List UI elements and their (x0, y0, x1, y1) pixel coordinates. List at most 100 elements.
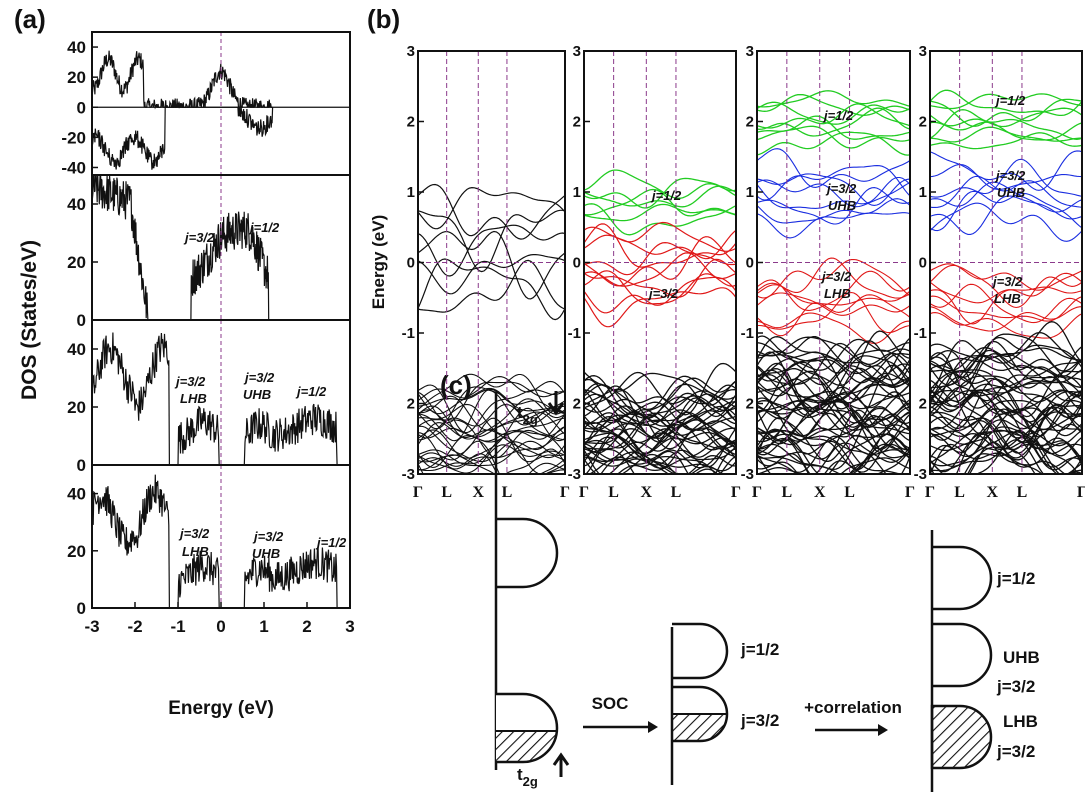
band-j12 (757, 107, 910, 137)
band-low (930, 352, 1082, 409)
band-j12 (584, 169, 736, 199)
y-tick-label: 20 (67, 398, 86, 417)
uhb-j-label: j=3/2 (996, 677, 1035, 696)
soc-label: SOC (592, 694, 629, 713)
band-low (584, 388, 736, 419)
spin-down-arrow (547, 391, 565, 416)
band-j12 (757, 115, 910, 140)
band-low (757, 367, 910, 415)
band-low (584, 375, 736, 416)
band-low (757, 414, 910, 470)
band-lines (584, 169, 736, 474)
k-point-label: Γ (905, 484, 915, 501)
k-point-label: Γ (925, 484, 935, 501)
band-j12 (930, 98, 1082, 127)
y-tick-label: 1 (919, 184, 927, 201)
band-lhb (757, 257, 910, 299)
band-low (930, 321, 1082, 367)
band-low (584, 415, 736, 463)
lhb-label: LHB (1003, 712, 1038, 731)
y-tick-label: 2 (919, 396, 927, 413)
y-tick-label: -1 (914, 325, 927, 342)
band-low (584, 436, 736, 472)
j32-label-soc: j=3/2 (740, 711, 779, 730)
dos-annotation: j=3/2 (252, 529, 284, 544)
band-low (584, 378, 736, 427)
band-j12 (584, 185, 736, 208)
x-tick-label: 1 (259, 617, 268, 636)
band-low (930, 431, 1082, 471)
band-low (930, 336, 1082, 387)
bands-annotation: j=1/2 (994, 93, 1026, 108)
band-low (968, 441, 1066, 474)
y-tick-label: -40 (61, 158, 86, 177)
y-tick-label: 2 (573, 114, 581, 131)
band-low (584, 432, 736, 469)
y-tick-label: -3 (741, 466, 754, 483)
dos-curves (92, 474, 350, 608)
dos-curves (92, 175, 273, 320)
band-low (418, 373, 565, 415)
dos-annotation: j=3/2 (183, 230, 215, 245)
band-low (757, 351, 910, 401)
y-tick-label: 1 (746, 184, 754, 201)
band-low (418, 453, 565, 474)
band-uhb (757, 198, 910, 224)
bands-annotation: UHB (997, 185, 1025, 200)
dos-line-spin-down (92, 106, 274, 170)
band-low (584, 427, 736, 455)
j12-label-soc: j=1/2 (740, 640, 779, 659)
band-low (930, 344, 1082, 386)
dos-annotation: j=3/2 (174, 374, 206, 389)
y-tick-label: 40 (67, 38, 86, 57)
dos-annotation: UHB (252, 546, 280, 561)
band-j12 (930, 107, 1082, 128)
band-lhb (757, 291, 910, 334)
x-tick-label: 0 (216, 617, 225, 636)
y-tick-label: 20 (67, 253, 86, 272)
band-low (418, 389, 565, 426)
band-lines (930, 89, 1082, 474)
band-lhb (757, 258, 910, 299)
band-uhb (930, 175, 1082, 208)
band-low (930, 376, 1082, 415)
band-t2g (418, 254, 565, 295)
bands-annotation: j=1/2 (650, 188, 682, 203)
y-tick-label: 0 (573, 255, 581, 272)
dos-curves (92, 50, 274, 170)
band-low (757, 349, 910, 386)
band-low (584, 437, 736, 474)
dos-annotation: j=1/2 (295, 384, 327, 399)
panel-c-schematic: t2g t2g SOC j=1/2 j=3/2 +correlation j=1… (494, 391, 1040, 792)
j12-band-corr (932, 545, 993, 611)
k-point-label: Γ (413, 484, 423, 501)
t2g-down-label: t2g (517, 403, 538, 427)
t2g-down-band (496, 517, 559, 589)
lhb-band (930, 704, 993, 770)
y-tick-label: -1 (402, 325, 415, 342)
dos-xlabel: Energy (eV) (168, 698, 274, 719)
band-low (584, 385, 736, 438)
band-j12 (930, 126, 1082, 143)
k-point-label: L (1017, 484, 1028, 501)
band-low (418, 454, 565, 474)
panel-a-label: (a) (14, 4, 46, 34)
band-uhb (930, 158, 1082, 198)
band-low (757, 361, 910, 410)
band-t2g (418, 230, 565, 300)
j12-label-corr: j=1/2 (996, 569, 1035, 588)
dos-subplot-2: 40 20 0 (67, 174, 351, 330)
band-low (930, 391, 1082, 430)
y-tick-label: 3 (573, 43, 581, 60)
band-low (418, 376, 565, 415)
dos-subplot-3: 40 20 0 (67, 319, 351, 475)
bands-annotation: j=1/2 (822, 108, 854, 123)
band-low (757, 364, 910, 424)
band-low (584, 372, 736, 418)
x-tick-label: 2 (302, 617, 311, 636)
band-low (584, 448, 736, 474)
band-low (930, 399, 1082, 437)
band-uhb (930, 163, 1082, 190)
panel-a-dos: 40200-20-40402004020040200j=3/2j=1/2j=3/… (61, 31, 355, 636)
